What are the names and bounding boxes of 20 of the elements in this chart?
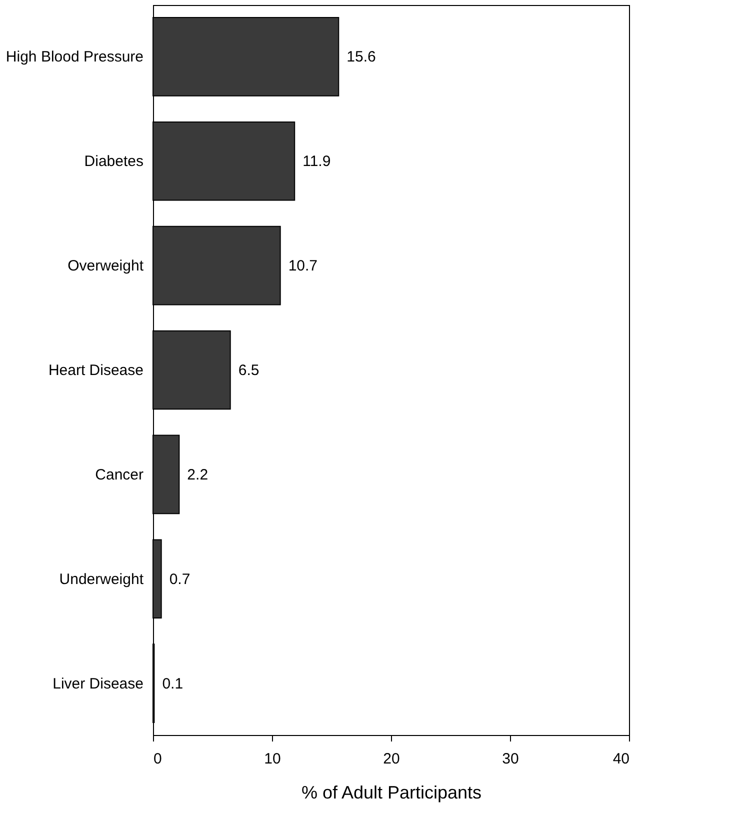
x-axis-title: % of Adult Participants bbox=[301, 782, 482, 802]
data-label: 6.5 bbox=[238, 362, 260, 379]
y-tick-label: Overweight bbox=[68, 258, 144, 275]
y-tick-label: Cancer bbox=[95, 466, 144, 484]
x-tick-label: 30 bbox=[502, 750, 519, 768]
x-tick-label: 0 bbox=[154, 750, 162, 768]
x-tick-label: 20 bbox=[383, 750, 400, 768]
y-tick-label: Underweight bbox=[59, 570, 144, 588]
data-label: 0.7 bbox=[169, 570, 190, 588]
data-label: 10.7 bbox=[288, 258, 318, 275]
y-tick-label: High Blood Pressure bbox=[6, 48, 144, 66]
data-label: 2.2 bbox=[187, 466, 208, 484]
y-tick-label: Diabetes bbox=[84, 153, 144, 170]
x-tick-label: 10 bbox=[264, 750, 281, 768]
data-label: 15.6 bbox=[346, 48, 376, 66]
y-tick-label: Liver Disease bbox=[52, 675, 144, 692]
y-tick-label: Heart Disease bbox=[48, 362, 144, 379]
data-label: 11.9 bbox=[302, 153, 331, 170]
data-label: 0.1 bbox=[162, 675, 184, 692]
x-tick-label: 40 bbox=[612, 750, 630, 768]
